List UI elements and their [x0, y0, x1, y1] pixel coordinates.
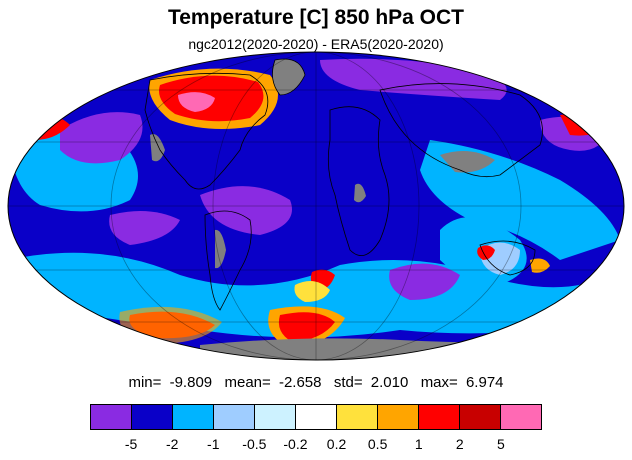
- colorbar-swatch: [214, 405, 255, 429]
- colorbar-tick-label: 2: [455, 436, 464, 452]
- colorbar-tick-label: 5: [497, 436, 505, 452]
- colorbar-tick-label: 1: [414, 436, 423, 452]
- colorbar-tick-label: -0.5: [242, 436, 267, 452]
- plot-subtitle: ngc2012(2020-2020) - ERA5(2020-2020): [188, 36, 444, 52]
- field-missing-africa: [354, 183, 366, 203]
- colorbar-swatch: [173, 405, 214, 429]
- coastline-greenland: [272, 58, 306, 96]
- coastline-south-america: [204, 210, 252, 311]
- field-missing-greenland: [272, 59, 305, 95]
- colorbar-tick-label: -5: [124, 436, 138, 452]
- stat-mean-label: mean=: [224, 374, 271, 391]
- plot-title: Temperature [C] 850 hPa OCT: [167, 6, 465, 29]
- colorbar-swatch: [460, 405, 501, 429]
- stat-min-label: min=: [128, 374, 162, 391]
- field-purple-north-pacific: [60, 112, 143, 164]
- field-missing-himalaya: [440, 151, 495, 173]
- field-purple-atlantic: [200, 186, 292, 235]
- coastline-north-america: [144, 72, 269, 190]
- stat-std-label: std=: [333, 374, 363, 391]
- stat-max-label: max=: [420, 374, 458, 391]
- statistics-line: min= -9.809 mean= -2.658 std= 2.010 max=…: [0, 374, 632, 391]
- colorbar-tick-label: 0.2: [326, 436, 347, 452]
- colorbar-swatch: [378, 405, 419, 429]
- globe-outline: [7, 51, 625, 361]
- field-red-south-atlantic: [278, 312, 335, 342]
- graticule: [8, 52, 624, 360]
- coastlines: [144, 58, 543, 311]
- colorbar-swatch: [132, 405, 173, 429]
- stat-std-value: 2.010: [370, 374, 409, 391]
- colorbar-swatch: [296, 405, 337, 429]
- colorbar: [90, 404, 542, 430]
- colorbar-labels: -5 -2 -1 -0.5 -0.2 0.2 0.5 1 2 5: [90, 436, 542, 454]
- field-purple-indian: [389, 263, 460, 300]
- colorbar-tick-label: -1: [207, 436, 220, 452]
- colorbar-swatch: [91, 405, 132, 429]
- field-yellow-south-atlantic: [294, 281, 330, 302]
- stat-min-value: -9.809: [169, 374, 213, 391]
- stat-max-value: 6.974: [465, 374, 504, 391]
- world-map: [7, 51, 625, 361]
- colorbar-swatch: [255, 405, 296, 429]
- field-purple-central-pacific: [109, 211, 180, 245]
- colorbar-tick-label: -0.2: [283, 436, 308, 452]
- coastline-europe-africa: [327, 106, 390, 257]
- field-missing-andes: [215, 229, 226, 269]
- stat-mean-value: -2.658: [278, 374, 322, 391]
- colorbar-swatch: [419, 405, 460, 429]
- field-missing-rockies: [150, 134, 165, 162]
- coastline-asia: [379, 83, 543, 178]
- field-pink-canada: [178, 92, 215, 112]
- field-orange-west-pacific: [530, 258, 550, 273]
- colorbar-tick-label: -2: [165, 436, 179, 452]
- colorbar-swatch: [501, 405, 541, 429]
- coastline-australia: [479, 240, 536, 276]
- colorbar-swatch: [337, 405, 378, 429]
- colorbar-tick-label: 0.5: [367, 436, 388, 452]
